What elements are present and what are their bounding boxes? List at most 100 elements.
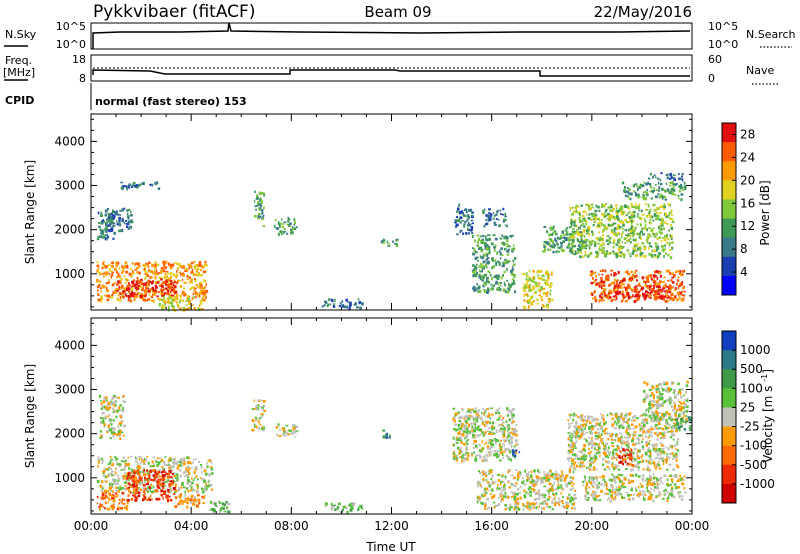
velocity-cell — [572, 476, 574, 480]
velocity-cell — [211, 472, 214, 475]
power-colorbar-tick-label: 20 — [740, 173, 755, 187]
velocity-cell — [209, 466, 213, 469]
velocity-cell — [507, 409, 510, 413]
power-cell — [587, 229, 590, 232]
velocity-cell — [572, 470, 575, 474]
power-cell — [496, 287, 500, 290]
velocity-cell — [626, 439, 629, 443]
velocity-cell — [186, 500, 188, 503]
freq-unit: [MHz] — [3, 66, 35, 79]
velocity-cell — [668, 413, 671, 416]
power-cell — [572, 245, 576, 248]
velocity-cell — [102, 474, 106, 477]
power-cell — [490, 242, 494, 246]
velocity-cell — [601, 429, 604, 433]
power-cell — [616, 286, 619, 290]
velocity-cell — [296, 425, 299, 429]
power-cell — [576, 232, 579, 236]
power-cell — [104, 209, 108, 213]
velocity-cell — [648, 459, 651, 461]
velocity-cell — [132, 475, 135, 478]
power-cell — [629, 229, 633, 233]
velocity-cell — [106, 475, 110, 478]
power-cell — [163, 260, 165, 263]
velocity-cell — [475, 416, 478, 419]
velocity-cell — [481, 419, 483, 421]
power-cell — [126, 212, 129, 215]
power-cell — [136, 277, 139, 279]
power-cell — [476, 241, 479, 244]
power-cell — [580, 219, 583, 223]
power-cell — [490, 283, 492, 286]
power-cell — [630, 276, 633, 279]
power-cell — [632, 247, 636, 250]
velocity-cell — [465, 414, 469, 417]
velocity-cell — [573, 445, 576, 447]
velocity-cell — [118, 432, 121, 435]
velocity-cell — [665, 459, 668, 463]
power-cell — [667, 216, 670, 219]
velocity-cell — [573, 463, 576, 466]
velocity-cell — [530, 474, 533, 477]
power-cell — [668, 299, 670, 302]
velocity-cell — [197, 478, 199, 481]
power-cell — [474, 265, 477, 269]
velocity-cell — [510, 421, 514, 424]
power-cell — [167, 281, 170, 285]
velocity-cell — [156, 480, 159, 484]
power-cell — [600, 277, 603, 280]
velocity-cell — [479, 484, 482, 487]
power-cell — [469, 229, 473, 232]
velocity-cell — [614, 414, 617, 417]
power-cell — [119, 275, 121, 279]
power-cell — [124, 261, 128, 264]
power-cell — [610, 273, 612, 276]
power-cell — [528, 277, 531, 281]
velocity-cell — [158, 469, 161, 471]
velocity-cell — [551, 508, 554, 511]
power-cell — [479, 264, 481, 268]
power-cell — [169, 283, 172, 285]
power-cell — [657, 292, 661, 296]
velocity-cell — [541, 501, 544, 505]
power-cell — [659, 274, 662, 278]
velocity-cell — [109, 437, 112, 439]
power-cell — [600, 284, 604, 287]
power-cell — [633, 205, 636, 209]
velocity-cell — [147, 480, 150, 483]
power-cell — [525, 272, 528, 275]
power-cell — [601, 212, 604, 216]
velocity-cell — [568, 446, 572, 449]
velocity-cell — [493, 450, 497, 453]
velocity-cell — [334, 508, 337, 511]
velocity-cell — [149, 495, 152, 498]
power-cell — [105, 225, 108, 228]
power-cell — [640, 286, 643, 288]
velocity-cell — [103, 423, 107, 426]
power-cell — [606, 217, 610, 220]
power-cell — [111, 271, 114, 274]
velocity-cell — [540, 479, 542, 482]
power-cell — [594, 217, 597, 219]
power-cell — [464, 220, 467, 223]
power-cell — [126, 279, 129, 282]
power-cell — [585, 229, 589, 232]
velocity-cell — [127, 473, 130, 476]
power-cell — [606, 235, 608, 238]
velocity-cell — [104, 415, 106, 418]
velocity-cell — [662, 462, 665, 466]
power-cell — [610, 214, 613, 216]
velocity-cell — [122, 502, 126, 505]
velocity-cell — [573, 461, 577, 464]
power-cell — [560, 236, 563, 239]
velocity-cell — [463, 437, 466, 440]
velocity-cell — [477, 482, 479, 485]
power-cell — [479, 277, 482, 281]
velocity-cell — [116, 409, 120, 412]
velocity-cell — [107, 427, 110, 430]
power-cell — [117, 214, 121, 216]
power-cell — [616, 279, 619, 282]
velocity-cell — [120, 419, 124, 422]
velocity-cell — [507, 424, 510, 427]
velocity-cell — [104, 489, 107, 493]
